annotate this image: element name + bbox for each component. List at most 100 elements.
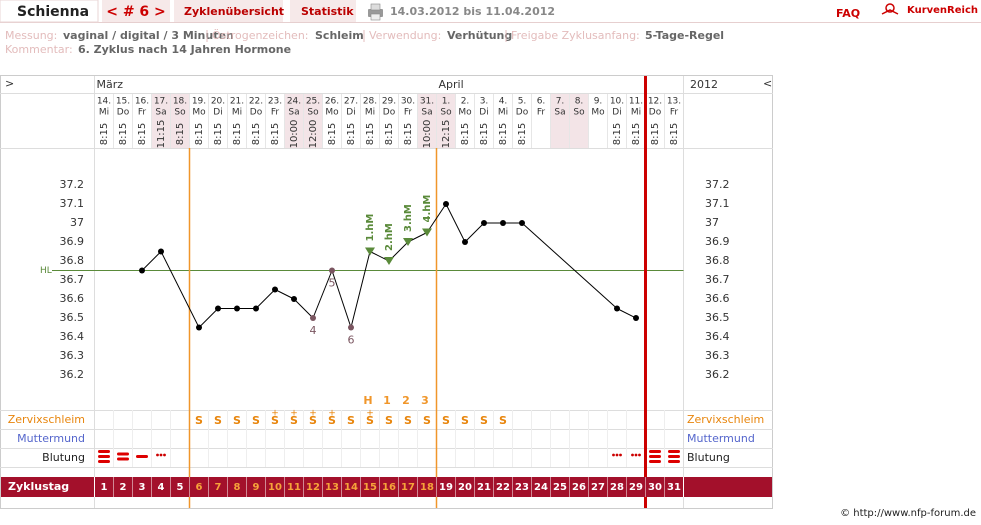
y-tick-label: 37.1 <box>705 197 730 210</box>
time: 8:15 <box>384 123 395 145</box>
temperature-line <box>521 222 618 309</box>
mucus-sign: S <box>423 414 431 427</box>
spotting-dot <box>159 453 163 457</box>
time: 11:15 <box>156 120 167 149</box>
date: 15. <box>116 97 130 107</box>
row-label: Zervixschleim <box>8 413 85 426</box>
cycle-day-label: Zyklustag <box>8 480 69 493</box>
spotting-dot <box>638 453 641 457</box>
date: 4. <box>499 97 508 107</box>
y-tick-label: 37.1 <box>60 197 85 210</box>
weekday: Mi <box>631 108 641 118</box>
cycle-nav[interactable]: < # 6 > <box>106 4 166 20</box>
y-tick-label: 36.9 <box>60 235 85 248</box>
date: 11. <box>629 97 643 107</box>
cycle-day: 18 <box>420 482 434 493</box>
weekday: Mo <box>192 108 206 118</box>
weekday: Fr <box>670 108 679 118</box>
time: 12:15 <box>441 120 452 149</box>
date: 12. <box>648 97 662 107</box>
y-tick-label: 36.6 <box>60 292 85 305</box>
cycle-box[interactable] <box>102 0 170 22</box>
date: 2. <box>461 97 470 107</box>
y-tick-label: 37 <box>70 216 84 229</box>
mucus-sign: S <box>328 414 336 427</box>
temperature-point <box>253 305 259 312</box>
field-label: Freigabe Zyklusanfang: <box>511 29 640 42</box>
spotting-dot <box>163 453 166 457</box>
print-icon[interactable] <box>368 3 383 21</box>
cycle-day: 5 <box>177 482 184 493</box>
mucus-sign: S <box>499 414 507 427</box>
weekday: So <box>307 108 319 118</box>
period: 14.03.2012 bis 11.04.2012 <box>390 5 555 18</box>
field-label: Kommentar: <box>5 43 73 56</box>
weekday: Di <box>612 108 621 118</box>
y-tick-label: 37.2 <box>705 178 730 191</box>
weekday: Fr <box>404 108 413 118</box>
temperature-point <box>215 305 221 312</box>
y-tick-label: 36.8 <box>60 254 85 267</box>
time: 8:15 <box>99 123 110 145</box>
weekday: Sa <box>288 108 299 118</box>
weekday: Mo <box>458 108 472 118</box>
logo[interactable]: KurvenReich <box>907 5 978 16</box>
date: 24. <box>287 97 301 107</box>
hl-label: HL <box>40 266 52 276</box>
peak-mark: 3 <box>421 394 429 407</box>
date: 8. <box>575 97 584 107</box>
weekday: Sa <box>421 108 432 118</box>
weekday: Fr <box>537 108 546 118</box>
weekend-shade <box>303 94 323 148</box>
tab-label[interactable]: Zyklenübersicht <box>184 5 284 18</box>
temperature-line <box>445 203 466 243</box>
logo-icon <box>881 3 899 15</box>
field-value: Verhütung <box>447 29 512 42</box>
mucus-plus: + <box>290 409 298 419</box>
tab[interactable] <box>174 0 283 22</box>
bleeding-bar <box>117 457 129 461</box>
nav-prev[interactable]: > <box>5 77 14 90</box>
cycle-day: 28 <box>610 482 624 493</box>
weekday: Mi <box>498 108 508 118</box>
temperature-line <box>312 270 333 319</box>
excluded-point <box>348 324 354 331</box>
weekend-shade <box>284 94 304 148</box>
time: 8:15 <box>175 123 186 145</box>
weekday: So <box>174 108 186 118</box>
cycle-day: 7 <box>215 482 222 493</box>
point-label: 4 <box>310 324 317 337</box>
nav-next[interactable]: < <box>763 77 772 90</box>
mucus-sign: S <box>385 414 393 427</box>
weekday: Do <box>250 108 263 118</box>
mucus-sign: S <box>366 414 374 427</box>
weekday: Di <box>346 108 355 118</box>
weekday: Di <box>213 108 222 118</box>
time: 8:15 <box>650 123 661 145</box>
cycle-day: 23 <box>515 482 529 493</box>
high-point <box>403 238 413 246</box>
y-tick-label: 36.3 <box>705 349 730 362</box>
chart-frame <box>0 75 773 509</box>
tab-label[interactable]: Statistik <box>301 5 354 18</box>
row-label: Blutung <box>42 451 85 464</box>
tab[interactable] <box>290 0 356 22</box>
faq-link[interactable]: FAQ <box>836 7 860 20</box>
temperature-line <box>160 251 200 328</box>
time: 12:00 <box>308 120 319 149</box>
peak-mark: 1 <box>383 394 391 407</box>
date: 1. <box>442 97 451 107</box>
cycle-day: 16 <box>382 482 396 493</box>
cycle-day: 27 <box>591 482 605 493</box>
date: 14. <box>97 97 111 107</box>
spotting-dot <box>631 453 634 457</box>
cycle-day: 17 <box>401 482 415 493</box>
y-tick-label: 36.2 <box>705 368 730 381</box>
bleeding-bar <box>98 450 110 453</box>
time: 8:15 <box>631 123 642 145</box>
y-tick-label: 36.7 <box>705 273 730 286</box>
y-tick-label: 36.4 <box>60 330 85 343</box>
cycle-day: 1 <box>101 482 108 493</box>
temperature-point <box>633 315 639 321</box>
date: 21. <box>230 97 244 107</box>
